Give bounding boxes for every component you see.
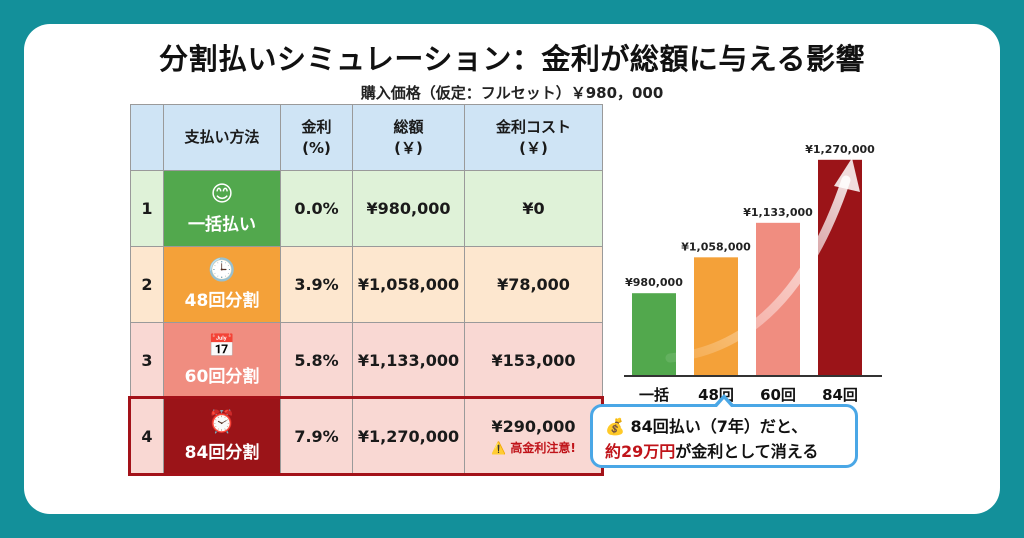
data-label-4: ¥1,270,000 bbox=[805, 143, 875, 156]
table-row: 4 ⏰ 84回分割 7.9% ¥1,270,000 ¥290,000 ⚠️ 高金利注… bbox=[130, 398, 603, 475]
callout-line-2: 約29万円が金利として消える bbox=[605, 439, 847, 464]
trend-arrow-head bbox=[834, 158, 860, 192]
callout-line-1: 💰 84回払い（7年）だと、 bbox=[605, 414, 847, 439]
high-interest-warning: ⚠️ 高金利注意! bbox=[491, 441, 576, 455]
method-label: 84回分割 bbox=[184, 443, 260, 463]
row-number: 3 bbox=[130, 322, 164, 399]
method-cell: 😊 一括払い bbox=[163, 170, 281, 247]
table-row: 2 🕒 48回分割 3.9% ¥1,058,000 ¥78,000 bbox=[130, 246, 603, 323]
header-rate-label: 金利 (%) bbox=[301, 117, 332, 157]
data-label-2: ¥1,058,000 bbox=[681, 240, 751, 253]
money-bag-icon: 💰 bbox=[605, 417, 625, 436]
rate-cell: 3.9% bbox=[280, 246, 353, 323]
cost-cell: ¥290,000 ⚠️ 高金利注意! bbox=[464, 398, 603, 475]
cost-cell: ¥0 bbox=[464, 170, 603, 247]
data-label-3: ¥1,133,000 bbox=[743, 206, 813, 219]
trend-arrow-shaft bbox=[665, 175, 851, 363]
method-label: 60回分割 bbox=[184, 367, 260, 387]
header-method-label: 支払い方法 bbox=[184, 128, 260, 146]
cost-cell: ¥78,000 bbox=[464, 246, 603, 323]
smiley-icon: 😊 bbox=[210, 182, 234, 207]
bar-2 bbox=[694, 257, 738, 376]
table-header-row: 支払い方法 金利 (%) 総額 (￥) 金利コスト (￥) bbox=[130, 104, 603, 171]
method-cell: ⏰ 84回分割 bbox=[163, 398, 281, 475]
total-cell: ¥1,133,000 bbox=[352, 322, 465, 399]
total-cell: ¥1,058,000 bbox=[352, 246, 465, 323]
cost-value: ¥290,000 bbox=[491, 417, 576, 436]
header-total: 総額 (￥) bbox=[352, 104, 465, 171]
bar-chart: ¥980,000一括¥1,058,00048回¥1,133,00060回¥1,2… bbox=[624, 143, 882, 402]
clock-icon: 🕒 bbox=[208, 258, 236, 283]
method-label: 48回分割 bbox=[184, 291, 260, 311]
total-cell: ¥980,000 bbox=[352, 170, 465, 247]
payment-table: 支払い方法 金利 (%) 総額 (￥) 金利コスト (￥) 1 😊 一括払い 0.0% … bbox=[130, 104, 603, 475]
category-label-3: 60回 bbox=[760, 386, 796, 402]
rate-cell: 7.9% bbox=[280, 398, 353, 475]
alarm-clock-icon: ⏰ bbox=[208, 410, 236, 435]
cost-cell: ¥153,000 bbox=[464, 322, 603, 399]
row-number: 2 bbox=[130, 246, 164, 323]
rate-cell: 0.0% bbox=[280, 170, 353, 247]
calendar-icon: 📅 bbox=[208, 334, 236, 359]
header-total-label: 総額 (￥) bbox=[393, 117, 424, 157]
header-rate: 金利 (%) bbox=[280, 104, 353, 171]
total-cell: ¥1,270,000 bbox=[352, 398, 465, 475]
row-number: 1 bbox=[130, 170, 164, 247]
data-label-1: ¥980,000 bbox=[625, 276, 683, 289]
rate-cell: 5.8% bbox=[280, 322, 353, 399]
category-label-1: 一括 bbox=[639, 386, 669, 402]
header-method: 支払い方法 bbox=[163, 104, 281, 171]
header-cost-label: 金利コスト (￥) bbox=[495, 117, 571, 157]
page-subtitle: 購入価格（仮定：フルセット）￥980，000 bbox=[360, 84, 664, 102]
bar-1 bbox=[632, 293, 676, 376]
callout-box: 💰 84回払い（7年）だと、 約29万円が金利として消える bbox=[590, 394, 858, 468]
header-cost: 金利コスト (￥) bbox=[464, 104, 603, 171]
header-no bbox=[130, 104, 164, 171]
callout-text-2: が金利として消える bbox=[675, 442, 819, 461]
method-label: 一括払い bbox=[188, 215, 256, 235]
page-title: 分割払いシミュレーション：金利が総額に与える影響 bbox=[159, 42, 865, 76]
table-row: 1 😊 一括払い 0.0% ¥980,000 ¥0 bbox=[130, 170, 603, 247]
category-label-4: 84回 bbox=[822, 386, 858, 402]
callout-text-1: 84回払い（7年）だと、 bbox=[630, 417, 808, 436]
method-cell: 🕒 48回分割 bbox=[163, 246, 281, 323]
callout-highlight: 約29万円 bbox=[605, 442, 676, 461]
method-cell: 📅 60回分割 bbox=[163, 322, 281, 399]
row-number: 4 bbox=[130, 398, 164, 475]
table-row: 3 📅 60回分割 5.8% ¥1,133,000 ¥153,000 bbox=[130, 322, 603, 399]
